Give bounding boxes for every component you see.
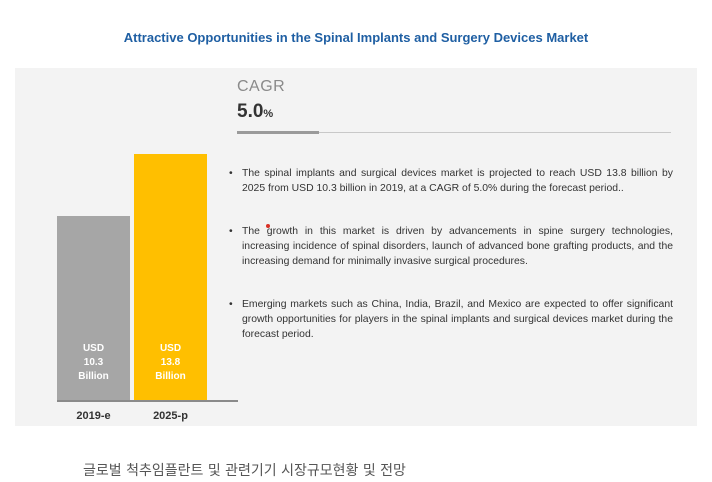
cagr-number: 5.0 [237, 101, 264, 122]
bullet-icon: • [229, 226, 233, 237]
bar-label-line: 10.3 [83, 357, 104, 368]
korean-caption: 글로벌 척추임플란트 및 관련기기 시장규모현황 및 전망 [83, 463, 406, 479]
infographic-panel: USD 10.3 Billion 2019-e USD 13.8 Billion 2025-p… [15, 68, 697, 426]
x-tick-label: 2019-e [76, 410, 111, 422]
cagr-label: CAGR [237, 78, 286, 95]
finding-item: • The spinal implants and surgical device… [229, 166, 673, 196]
bar-2025-p: USD 13.8 Billion [134, 154, 207, 400]
cagr-value: 5.0% [237, 101, 273, 123]
bar-label-line: Billion [155, 371, 186, 382]
bullet-icon: • [229, 168, 233, 179]
bar-label-line: USD [159, 343, 182, 354]
bar-value-label: USD 10.3 Billion [57, 342, 130, 384]
key-findings-list: • The spinal implants and surgical device… [229, 166, 673, 370]
cagr-underline [237, 131, 319, 134]
bar-label-line: Billion [78, 371, 109, 382]
finding-item: • Emerging markets such as China, India, … [229, 297, 673, 342]
finding-text: The growth in this market is driven by a… [242, 226, 673, 267]
bar-label-line: USD [82, 343, 105, 354]
cagr-unit: % [263, 108, 274, 120]
x-axis-line [57, 400, 238, 402]
finding-text: The spinal implants and surgical devices… [242, 168, 673, 194]
chart-title: Attractive Opportunities in the Spinal I… [123, 30, 589, 45]
cagr-divider [319, 132, 671, 133]
finding-item: • The growth in this market is driven by … [229, 224, 673, 269]
red-dot-mark [266, 224, 270, 228]
bar-value-label: USD 13.8 Billion [134, 342, 207, 384]
finding-text: Emerging markets such as China, India, B… [242, 299, 673, 340]
bar-label-line: 13.8 [160, 357, 181, 368]
bullet-icon: • [229, 299, 233, 310]
bar-2019-e: USD 10.3 Billion [57, 216, 130, 400]
x-tick-label: 2025-p [153, 410, 188, 422]
